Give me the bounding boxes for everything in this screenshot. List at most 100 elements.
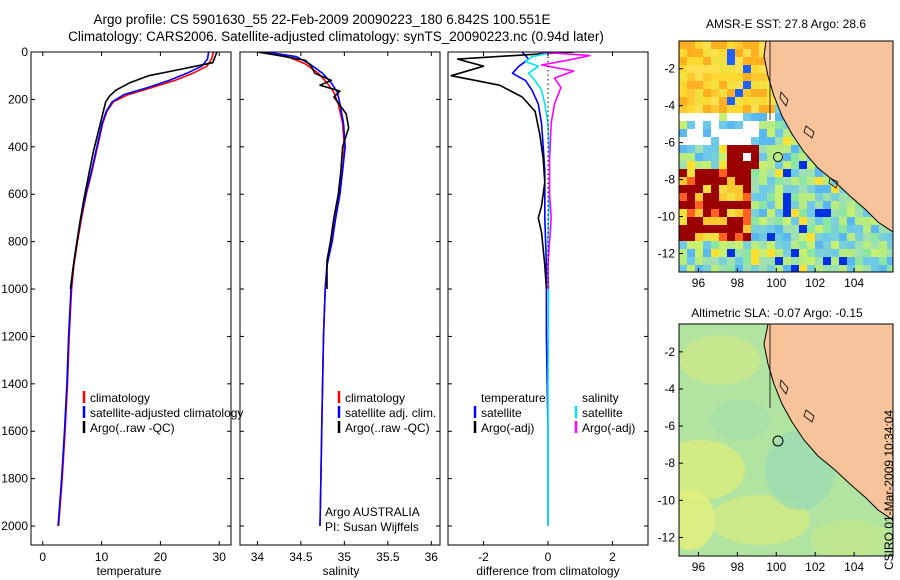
sst-pixel <box>687 233 695 241</box>
sst-pixel <box>791 209 799 217</box>
sst-pixel <box>727 249 735 257</box>
sst-pixel <box>807 185 815 193</box>
sst-pixel <box>735 177 743 185</box>
sst-pixel <box>727 49 735 57</box>
sst-pixel <box>823 257 831 265</box>
temperature-series <box>57 52 218 527</box>
sst-pixel <box>735 121 743 129</box>
temperature-panel: 0 10 20 30 0 200 400 600 800 1000 1200 1400 1600 180… <box>1 45 243 578</box>
sst-pixel <box>743 121 751 129</box>
x-tick-label: 30 <box>213 550 227 564</box>
sst-pixel <box>767 233 775 241</box>
sst-pixel <box>767 201 775 209</box>
sst-pixel <box>751 105 759 113</box>
sst-pixel <box>687 257 695 265</box>
sst-pixel <box>703 145 711 153</box>
sla-anomaly-blob <box>679 490 715 550</box>
sst-pixel <box>759 57 767 65</box>
sst-pixel <box>815 177 823 185</box>
sst-pixel <box>751 129 759 137</box>
sst-pixel <box>751 153 759 161</box>
sst-pixel <box>719 249 727 257</box>
sst-pixel <box>727 185 735 193</box>
sst-pixel <box>719 113 727 121</box>
sst-pixel <box>735 161 743 169</box>
sst-pixel <box>695 81 703 89</box>
csiro-timestamp: CSIRO 01-Mar-2009 10:34:04 <box>882 410 896 570</box>
sst-pixel <box>791 137 799 145</box>
sst-pixel <box>719 217 727 225</box>
sst-pixel <box>735 89 743 97</box>
sst-pixel <box>695 49 703 57</box>
sst-pixel <box>703 89 711 97</box>
salinity-panel: 34 34.5 35 35.5 36 salinity climatology sate… <box>239 51 441 578</box>
sst-pixel <box>807 193 815 201</box>
sst-pixel <box>767 129 775 137</box>
sst-pixel <box>743 97 751 105</box>
y-tick-label: 1600 <box>1 424 28 438</box>
sst-pixel <box>863 209 871 217</box>
sla-anomaly-blob <box>810 520 890 556</box>
sst-pixel <box>823 217 831 225</box>
sst-pixel <box>863 225 871 233</box>
sst-pixel <box>703 241 711 249</box>
sst-pixel <box>759 209 767 217</box>
sst-pixel <box>727 169 735 177</box>
sst-pixel <box>719 265 727 272</box>
sst-pixel <box>879 257 887 265</box>
sst-pixel <box>751 65 759 73</box>
sst-pixel <box>703 105 711 113</box>
sst-pixel <box>727 225 735 233</box>
sst-pixel <box>679 49 687 57</box>
sst-pixel <box>775 225 783 233</box>
sst-pixel <box>831 249 839 257</box>
x-tick-label: 0 <box>39 550 46 564</box>
sst-pixel <box>679 145 687 153</box>
sst-pixel <box>703 265 711 272</box>
sst-pixel <box>727 81 735 89</box>
sst-pixel <box>767 257 775 265</box>
sst-pixel <box>703 129 711 137</box>
y-tick-label: 2000 <box>1 519 28 533</box>
sst-pixel <box>695 137 703 145</box>
sst-pixel <box>807 201 815 209</box>
sst-pixel <box>687 113 695 121</box>
sst-pixel <box>695 249 703 257</box>
sst-pixel <box>679 209 687 217</box>
sst-pixel <box>743 225 751 233</box>
sst-pixel <box>695 57 703 65</box>
sst-pixel <box>767 225 775 233</box>
series-line-salinity-satellite <box>524 52 555 526</box>
sst-pixel <box>695 265 703 272</box>
sst-pixel <box>703 137 711 145</box>
sla-island <box>779 379 789 395</box>
sst-pixel <box>687 41 695 49</box>
lat-tick-label: -4 <box>664 99 675 113</box>
sst-pixel <box>783 193 791 201</box>
sst-pixel <box>711 153 719 161</box>
sst-pixel <box>839 225 847 233</box>
sst-pixel <box>679 241 687 249</box>
sst-pixel <box>743 161 751 169</box>
lat-tick-label: -12 <box>658 530 676 544</box>
sst-pixel <box>759 129 767 137</box>
sst-pixel <box>767 145 775 153</box>
sst-pixel <box>679 57 687 65</box>
sst-pixel <box>727 265 735 272</box>
sst-pixel <box>751 97 759 105</box>
sst-pixel <box>687 249 695 257</box>
sst-pixel <box>751 177 759 185</box>
sst-pixel <box>847 209 855 217</box>
sla-map: Altimetric SLA: -0.07 Argo: -0.15 96 98 10… <box>658 306 894 574</box>
sst-pixel <box>727 153 735 161</box>
sst-pixel <box>735 113 743 121</box>
sst-pixel <box>743 233 751 241</box>
sst-pixel <box>743 113 751 121</box>
sst-pixel <box>743 265 751 272</box>
sst-pixel <box>879 249 887 257</box>
sst-pixel <box>759 249 767 257</box>
sst-pixel <box>735 193 743 201</box>
lat-tick-label: -10 <box>658 210 676 224</box>
sla-anomaly-blob <box>679 440 745 500</box>
sst-pixel <box>799 241 807 249</box>
